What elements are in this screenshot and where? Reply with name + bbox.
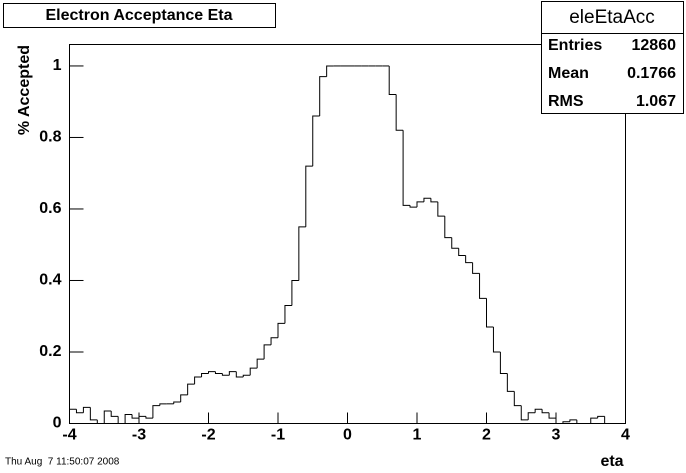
histogram-bin: [131, 414, 139, 419]
histogram-bin: [444, 216, 452, 239]
stats-label: RMS: [548, 93, 584, 110]
histogram-bin: [277, 322, 285, 338]
histogram-bin: [235, 371, 244, 378]
x-tick-label: 2: [482, 427, 491, 444]
stats-value: 1.067: [636, 93, 676, 110]
histogram-bin: [423, 197, 431, 202]
histogram-bin: [214, 371, 223, 374]
histogram-bin: [152, 405, 160, 419]
histogram-bin: [576, 419, 584, 424]
y-tick-label: 0: [53, 415, 62, 432]
histogram-bin: [110, 410, 119, 417]
x-tick-label: 4: [621, 427, 630, 444]
stats-title: eleEtaAcc: [569, 7, 655, 28]
histogram-bin: [492, 326, 501, 353]
histogram-bin: [569, 419, 577, 422]
x-tick-label: 1: [413, 427, 422, 444]
histogram-bin: [201, 372, 209, 378]
histogram-bin: [458, 248, 466, 256]
histogram-bin: [409, 205, 417, 208]
y-tick-label: 0.8: [39, 129, 61, 146]
histogram-bin: [534, 408, 543, 413]
y-tick-label: 0.2: [39, 343, 61, 360]
x-tick-label: -1: [271, 427, 285, 444]
histogram-bin: [395, 94, 404, 131]
histogram-bin: [298, 226, 306, 281]
histogram-bin: [159, 403, 167, 406]
histogram-bin: [562, 421, 570, 424]
histogram-bin: [124, 414, 133, 424]
histogram-bin: [319, 76, 327, 117]
histogram-bin: [263, 344, 272, 360]
histogram-bin: [103, 410, 112, 424]
histogram-bin: [416, 201, 424, 208]
y-tick-label: 1: [53, 57, 62, 74]
histogram-bin: [145, 416, 153, 419]
histogram-bin: [208, 371, 216, 374]
histogram-bin: [590, 417, 598, 424]
histogram-bin: [430, 198, 438, 203]
histogram-bin: [221, 373, 230, 376]
histogram-bin: [486, 298, 494, 328]
x-tick-label: 3: [552, 427, 561, 444]
histogram-bin: [96, 419, 105, 424]
histogram-bin: [291, 279, 299, 306]
histogram-bin: [388, 65, 397, 96]
x-tick-label: -4: [62, 427, 76, 444]
y-tick-label: 0.6: [39, 200, 61, 217]
stats-label: Mean: [548, 65, 589, 82]
y-axis-label: % Accepted: [16, 45, 33, 135]
x-tick-label: 0: [343, 427, 352, 444]
histogram-bin: [75, 409, 84, 414]
chart-title: Electron Acceptance Eta: [45, 7, 232, 24]
histogram-bin: [527, 412, 536, 420]
histogram-bin: [256, 358, 265, 369]
stats-value: 0.1766: [627, 65, 676, 82]
histogram-bin: [520, 405, 529, 421]
histogram-bin: [173, 401, 181, 404]
histogram-bin: [604, 416, 612, 424]
histogram-bin: [194, 376, 202, 385]
histogram-bin: [117, 416, 126, 424]
stats-label: Entries: [548, 37, 602, 54]
histogram-bin: [138, 415, 146, 419]
histogram-bin: [187, 383, 195, 395]
histogram-bin: [465, 255, 473, 264]
y-tick-label: 0.4: [39, 272, 61, 289]
title-box: [3, 3, 276, 28]
histogram-bin: [326, 65, 334, 77]
stats-box: [541, 1, 684, 114]
histogram-bin: [555, 418, 563, 424]
histogram-bin: [437, 201, 445, 217]
x-axis-label: eta: [600, 453, 623, 470]
x-tick-label: -2: [201, 427, 215, 444]
histogram-bin: [228, 371, 237, 376]
histogram-bin: [270, 337, 278, 345]
histogram-bin: [597, 415, 605, 419]
histogram-bin: [499, 351, 508, 374]
histogram-bin: [82, 406, 91, 413]
x-tick-label: -3: [132, 427, 146, 444]
timestamp: Thu Aug 7 11:50:07 2008: [5, 457, 120, 468]
histogram-bin: [180, 394, 188, 403]
histogram-bin: [242, 374, 251, 378]
histogram-bin: [451, 237, 459, 249]
histogram-bin: [284, 305, 292, 324]
histogram-bin: [305, 165, 313, 227]
histogram-bin: [541, 409, 550, 414]
histogram-bin: [472, 262, 480, 274]
histogram-bin: [312, 115, 320, 167]
histogram-bin: [479, 273, 487, 299]
histogram-bin: [249, 367, 258, 376]
histogram-bin: [506, 373, 515, 392]
histogram-bin: [402, 130, 411, 206]
histogram-bin: [89, 407, 98, 421]
histogram-bin: [548, 412, 556, 419]
histogram-bin: [513, 391, 522, 407]
histogram-bin: [69, 408, 77, 424]
stats-value: 12860: [632, 37, 677, 54]
